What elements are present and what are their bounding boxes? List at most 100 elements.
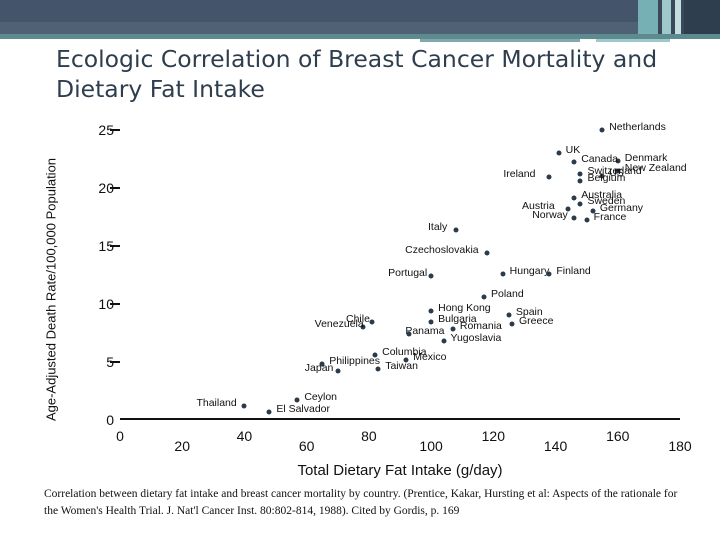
data-point-label: Japan [304,362,334,375]
data-point-label: Romania [459,320,502,333]
data-point [241,403,247,409]
x-axis-tick-label: 80 [361,428,377,444]
y-axis-tick-label: 20 [98,179,114,196]
data-point [406,331,412,337]
x-axis-tick-label: 40 [236,428,253,444]
data-point-label: Poland [491,287,524,300]
data-point-label: Philippines [329,355,381,368]
data-point [453,227,459,232]
data-point [577,171,583,177]
data-point-label: Mexico [413,350,447,363]
header-teal-block-3 [675,0,681,34]
data-point [565,206,571,212]
header-underline-3 [596,39,670,42]
data-point [571,195,577,201]
data-point-label: Finland [556,264,591,277]
data-point-label: Ceylon [304,391,338,404]
y-axis-tick-mark [110,302,120,305]
y-axis-tick-label: 0 [106,412,114,428]
data-point [360,324,366,330]
data-point-label: UK [565,143,581,156]
data-point-label: Sweden [587,194,626,207]
data-point [375,366,381,372]
data-point-label: Portugal [388,266,428,279]
header-underline-white [0,39,412,42]
x-axis-tick-label: 100 [419,438,443,454]
data-point [335,368,341,374]
data-point-label: Germany [599,201,644,214]
data-point-label: Yugoslavia [450,332,502,344]
header-teal-block-2 [662,0,671,34]
data-point-label: Columbia [382,345,427,358]
x-axis-tick-label: 120 [481,428,506,444]
data-point-label: Panama [405,325,445,338]
data-point-label: Ireland [503,168,536,181]
y-axis-tick-mark [110,244,120,247]
data-point-label: Venezuela [314,318,364,331]
y-axis-tick-label: 10 [98,295,114,312]
x-axis-tick-label: 20 [174,438,191,454]
y-axis-title: Age-Adjusted Death Rate/100,000 Populati… [40,118,62,468]
x-axis-tick-label: 0 [116,428,124,444]
x-axis-tick-label: 160 [606,428,630,444]
data-point [428,319,434,325]
data-point [590,208,596,214]
data-point-label: Spain [515,306,543,319]
data-point [372,352,378,358]
header-stripe-primary [0,0,638,22]
figure-caption: Correlation between dietary fat intake a… [44,488,678,517]
data-point [369,319,375,325]
data-point [571,159,577,165]
data-point [599,173,605,179]
data-point-label: Hungary [509,264,550,277]
data-point-label: Denmark [624,151,668,164]
data-point-label: Czechoslovakia [405,243,479,256]
scatter-plot-area: 0510152025020406080100120140160180Nether… [98,118,691,454]
data-point [577,201,583,207]
data-point-label: Chile [346,313,370,326]
x-axis-line [120,418,680,420]
data-point [556,150,562,156]
data-point-label: Canada [581,153,618,166]
y-axis-tick-mark [110,128,120,131]
data-point [319,361,325,367]
header-stripe-secondary [0,22,638,34]
data-point [599,127,605,133]
data-point-label: New Zealand [624,162,687,175]
data-point [546,174,552,180]
data-point [571,215,577,221]
data-point-label: Thailand [196,397,237,410]
data-point [294,397,300,403]
data-point [428,308,434,314]
header-teal-block-1 [638,0,658,34]
data-point-label: Taiwan [385,359,418,372]
data-point [484,250,490,256]
data-point-label: El Salvador [276,402,331,415]
y-axis-title-text: Age-Adjusted Death Rate/100,000 Populati… [43,157,59,422]
header-decoration-bar [0,0,720,34]
y-axis-tick-mark [110,360,120,363]
data-point [500,271,506,277]
data-point [506,312,512,318]
data-point-label: Italy [428,220,448,233]
x-axis-tick-label: 180 [668,438,692,454]
data-point-label: Belgium [587,171,626,184]
x-axis-tick-label: 60 [298,438,315,454]
header-dark-block [684,0,720,34]
data-point [428,273,434,279]
data-point-label: Netherlands [609,120,666,133]
data-point [441,338,447,344]
y-axis-tick-label: 15 [98,237,114,254]
data-point [615,168,621,174]
data-point [584,217,590,223]
data-point-label: Hong Kong [438,301,491,314]
data-point-label: US [609,167,624,180]
data-point [266,409,272,415]
data-point [481,294,487,300]
data-point-label: Bulgaria [438,313,477,326]
data-point [577,178,583,184]
data-point-label: France [593,211,627,224]
data-point-label: Greece [519,314,554,327]
data-point [546,271,552,277]
data-point-label: Norway [532,208,568,221]
